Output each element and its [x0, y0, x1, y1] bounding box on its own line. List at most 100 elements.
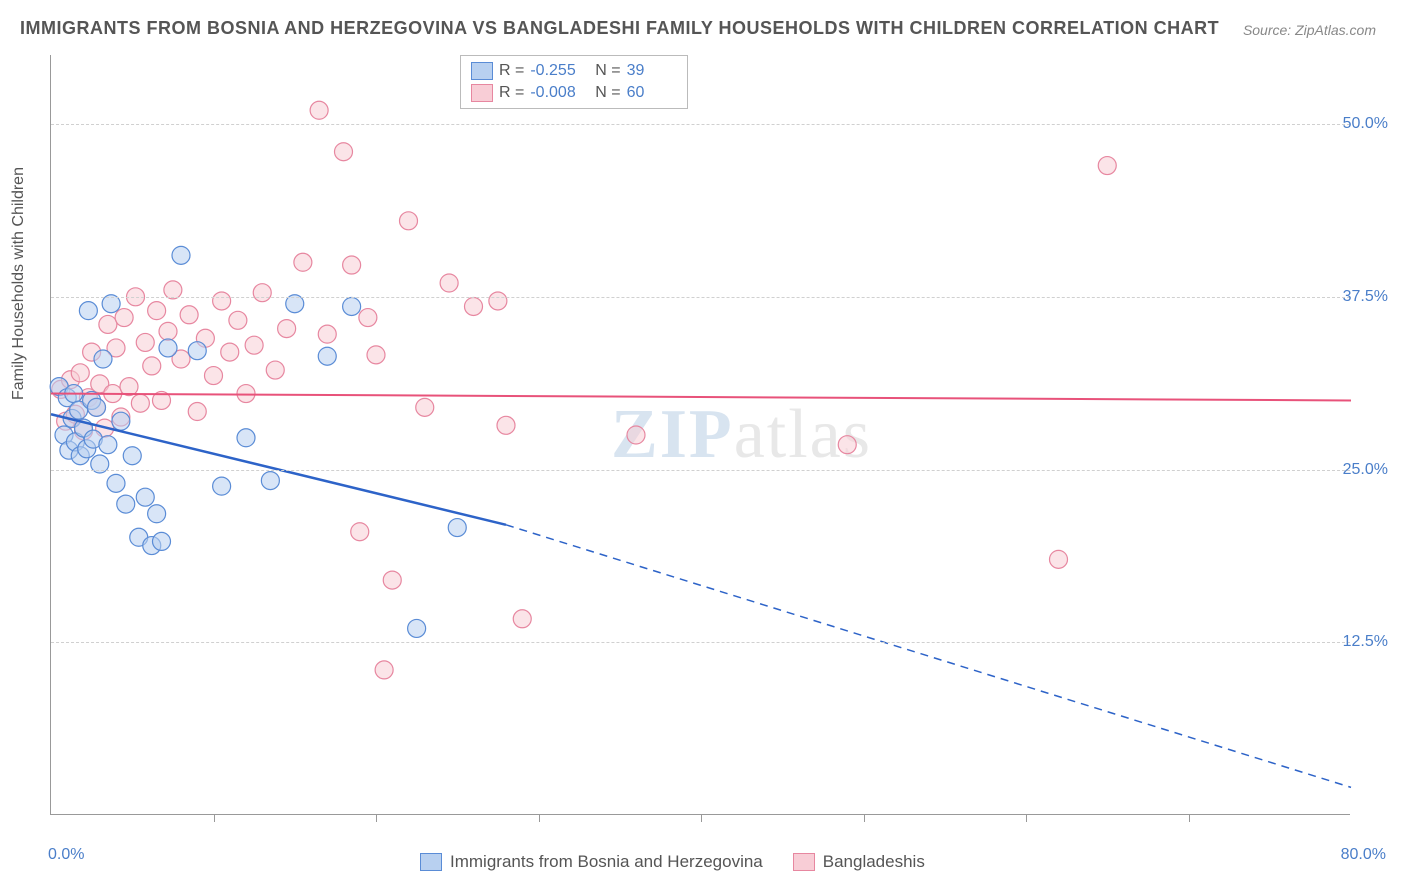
- data-point: [148, 505, 166, 523]
- data-point: [148, 302, 166, 320]
- legend-swatch: [471, 84, 493, 102]
- data-point: [261, 472, 279, 490]
- data-point: [205, 367, 223, 385]
- x-tick: [376, 814, 377, 822]
- data-point: [131, 394, 149, 412]
- data-point: [172, 246, 190, 264]
- data-point: [343, 256, 361, 274]
- data-point: [159, 322, 177, 340]
- data-point: [159, 339, 177, 357]
- y-tick-label: 50.0%: [1343, 115, 1388, 133]
- series-legend: Immigrants from Bosnia and Herzegovina Ba…: [420, 852, 925, 872]
- legend-swatch: [793, 853, 815, 871]
- data-point: [1050, 550, 1068, 568]
- data-point: [253, 284, 271, 302]
- data-point: [416, 398, 434, 416]
- correlation-legend: R = -0.255 N = 39R = -0.008 N = 60: [460, 55, 688, 109]
- data-point: [136, 488, 154, 506]
- legend-swatch: [420, 853, 442, 871]
- gridline: [51, 124, 1350, 125]
- x-tick: [1189, 814, 1190, 822]
- data-point: [107, 474, 125, 492]
- data-point: [99, 315, 117, 333]
- gridline: [51, 470, 1350, 471]
- data-point: [229, 311, 247, 329]
- legend-r-label: R =: [499, 84, 524, 102]
- data-point: [448, 519, 466, 537]
- data-point: [351, 523, 369, 541]
- data-point: [278, 320, 296, 338]
- data-point: [359, 309, 377, 327]
- data-point: [123, 447, 141, 465]
- data-point: [117, 495, 135, 513]
- data-point: [180, 306, 198, 324]
- legend-item: Bangladeshis: [793, 852, 925, 872]
- data-point: [99, 436, 117, 454]
- data-point: [1098, 157, 1116, 175]
- source-label: Source: ZipAtlas.com: [1243, 22, 1376, 38]
- data-point: [310, 101, 328, 119]
- legend-swatch: [471, 62, 493, 80]
- data-point: [213, 292, 231, 310]
- data-point: [79, 302, 97, 320]
- data-point: [375, 661, 393, 679]
- data-point: [489, 292, 507, 310]
- data-point: [400, 212, 418, 230]
- x-tick: [214, 814, 215, 822]
- legend-row: R = -0.008 N = 60: [471, 82, 677, 104]
- data-point: [465, 297, 483, 315]
- data-point: [221, 343, 239, 361]
- data-point: [838, 436, 856, 454]
- data-point: [367, 346, 385, 364]
- data-point: [71, 364, 89, 382]
- x-tick: [701, 814, 702, 822]
- gridline: [51, 297, 1350, 298]
- data-point: [343, 297, 361, 315]
- data-point: [143, 357, 161, 375]
- data-point: [188, 342, 206, 360]
- legend-label: Immigrants from Bosnia and Herzegovina: [450, 852, 763, 872]
- legend-r-value: -0.255: [530, 62, 580, 80]
- trend-line-dashed: [506, 525, 1351, 788]
- x-tick: [539, 814, 540, 822]
- data-point: [94, 350, 112, 368]
- legend-r-label: R =: [499, 62, 524, 80]
- x-axis-max-label: 80.0%: [1341, 846, 1386, 864]
- data-point: [408, 619, 426, 637]
- legend-row: R = -0.255 N = 39: [471, 60, 677, 82]
- data-point: [383, 571, 401, 589]
- legend-n-label: N =: [586, 62, 620, 80]
- x-tick: [864, 814, 865, 822]
- data-point: [245, 336, 263, 354]
- gridline: [51, 642, 1350, 643]
- x-axis-min-label: 0.0%: [48, 846, 84, 864]
- plot-svg: [51, 55, 1350, 814]
- y-tick-label: 25.0%: [1343, 461, 1388, 479]
- data-point: [237, 429, 255, 447]
- data-point: [627, 426, 645, 444]
- data-point: [213, 477, 231, 495]
- plot-area: ZIPatlas: [50, 55, 1350, 815]
- data-point: [335, 143, 353, 161]
- data-point: [318, 347, 336, 365]
- legend-n-label: N =: [586, 84, 620, 102]
- y-tick-label: 37.5%: [1343, 288, 1388, 306]
- data-point: [318, 325, 336, 343]
- data-point: [237, 385, 255, 403]
- data-point: [513, 610, 531, 628]
- y-tick-label: 12.5%: [1343, 633, 1388, 651]
- legend-r-value: -0.008: [530, 84, 580, 102]
- data-point: [153, 532, 171, 550]
- data-point: [88, 398, 106, 416]
- legend-item: Immigrants from Bosnia and Herzegovina: [420, 852, 763, 872]
- data-point: [188, 403, 206, 421]
- legend-n-value: 39: [627, 62, 677, 80]
- data-point: [440, 274, 458, 292]
- data-point: [294, 253, 312, 271]
- legend-label: Bangladeshis: [823, 852, 925, 872]
- legend-n-value: 60: [627, 84, 677, 102]
- x-tick: [1026, 814, 1027, 822]
- data-point: [497, 416, 515, 434]
- chart-title: IMMIGRANTS FROM BOSNIA AND HERZEGOVINA V…: [20, 18, 1219, 39]
- data-point: [136, 333, 154, 351]
